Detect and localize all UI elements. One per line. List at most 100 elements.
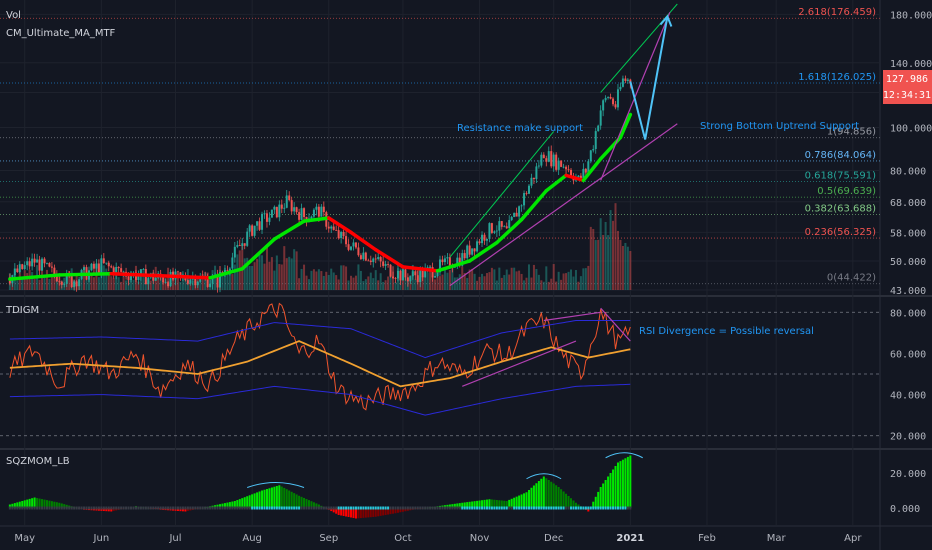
- tdi-series-line: [9, 302, 631, 411]
- sqz-bar: [498, 500, 501, 508]
- candle-body: [485, 238, 488, 241]
- candle-body: [209, 283, 212, 287]
- sqz-dot: [468, 506, 471, 510]
- sqz-bar: [58, 502, 61, 508]
- sqz-bar: [567, 496, 570, 508]
- volume-bar: [21, 276, 24, 290]
- volume-bar: [31, 271, 34, 290]
- sqz-dot: [268, 506, 271, 510]
- candle-body: [261, 213, 264, 230]
- sqz-dot: [258, 506, 261, 510]
- candle-body: [293, 207, 296, 212]
- sqz-dot: [629, 506, 632, 510]
- candle-body: [130, 275, 133, 280]
- candle-body: [223, 269, 226, 274]
- volume-bar: [557, 271, 560, 290]
- sqz-bar: [41, 499, 44, 508]
- volume-bar: [184, 275, 187, 290]
- sqz-dot: [560, 506, 563, 510]
- sqz-dot: [38, 506, 41, 510]
- candle-body: [490, 223, 493, 233]
- sqz-dot: [285, 506, 288, 510]
- volume-bar: [537, 274, 540, 290]
- volume-bar: [317, 269, 320, 290]
- squeeze-pane: [8, 452, 643, 519]
- fib-level-label: 2.618(176.459): [798, 7, 876, 18]
- sqz-bar: [55, 502, 58, 508]
- moving-average-segment: [519, 189, 549, 222]
- sqz-bar: [221, 503, 224, 508]
- sqz-bar: [305, 499, 308, 508]
- candle-body: [310, 216, 313, 219]
- candle-body: [389, 264, 392, 277]
- volume-bar: [453, 277, 456, 290]
- sqz-bar: [16, 502, 19, 508]
- candle-body: [226, 269, 229, 271]
- sqz-bar: [241, 498, 244, 508]
- volume-bar: [149, 280, 152, 290]
- volume-bar: [275, 255, 278, 290]
- candle-body: [100, 258, 103, 273]
- volume-bar: [518, 270, 521, 290]
- moving-average-segment: [373, 248, 405, 269]
- sqz-bar: [263, 489, 266, 508]
- candle-body: [411, 271, 414, 277]
- volume-bar: [582, 268, 585, 290]
- sqz-bar: [503, 500, 506, 508]
- volume-bar: [345, 266, 348, 290]
- volume-bar: [439, 276, 441, 290]
- candle-body: [95, 263, 98, 269]
- candle-body: [396, 270, 399, 279]
- candle-body: [527, 185, 530, 194]
- sqz-dot: [105, 506, 108, 510]
- sqz-bar: [310, 501, 313, 508]
- sqz-dot: [144, 506, 147, 510]
- sqz-dot: [194, 506, 197, 510]
- sqz-dot: [565, 506, 568, 510]
- candle-body: [122, 271, 125, 273]
- candle-body: [164, 282, 167, 284]
- volume-bar: [325, 271, 328, 290]
- sqz-dot: [139, 506, 142, 510]
- candle-body: [340, 231, 343, 239]
- volume-bar: [542, 281, 545, 290]
- sqz-bar: [379, 508, 382, 516]
- volume-bar: [626, 246, 629, 290]
- ma-indicator-label: CM_Ultimate_MA_MTF: [6, 28, 116, 39]
- volume-bar: [387, 276, 390, 290]
- volume-bar: [110, 276, 113, 290]
- volume-bar: [545, 266, 548, 290]
- sqz-dot: [510, 506, 513, 510]
- sqz-dot: [626, 506, 629, 510]
- sqz-dot: [599, 506, 602, 510]
- candle-body: [619, 86, 622, 90]
- candle-body: [97, 263, 100, 273]
- candle-body: [246, 231, 249, 246]
- volume-bar: [562, 273, 565, 290]
- candle-body: [414, 271, 417, 276]
- sqz-bar: [45, 500, 48, 508]
- sqz-bar: [233, 501, 236, 508]
- volume-bar: [315, 271, 318, 290]
- channel-upper-line-1: [449, 131, 555, 258]
- candle-body: [102, 258, 105, 264]
- sqz-dot: [421, 506, 424, 510]
- candle-body: [614, 104, 617, 108]
- sqz-dot: [68, 506, 71, 510]
- candle-body: [300, 208, 303, 220]
- sqz-bar: [362, 508, 365, 518]
- sqz-bar: [102, 508, 105, 512]
- sqz-bar: [223, 503, 226, 508]
- sqz-dot: [555, 506, 558, 510]
- candle-body: [73, 281, 76, 288]
- volume-bar: [125, 280, 128, 290]
- volume-bar: [570, 269, 573, 290]
- sqz-dot: [364, 506, 367, 510]
- sqz-bar: [110, 508, 113, 512]
- candle-body: [463, 253, 466, 259]
- candle-body: [555, 154, 558, 170]
- sqz-dot: [458, 506, 461, 510]
- candle-body: [505, 226, 508, 229]
- sqz-dot: [174, 506, 177, 510]
